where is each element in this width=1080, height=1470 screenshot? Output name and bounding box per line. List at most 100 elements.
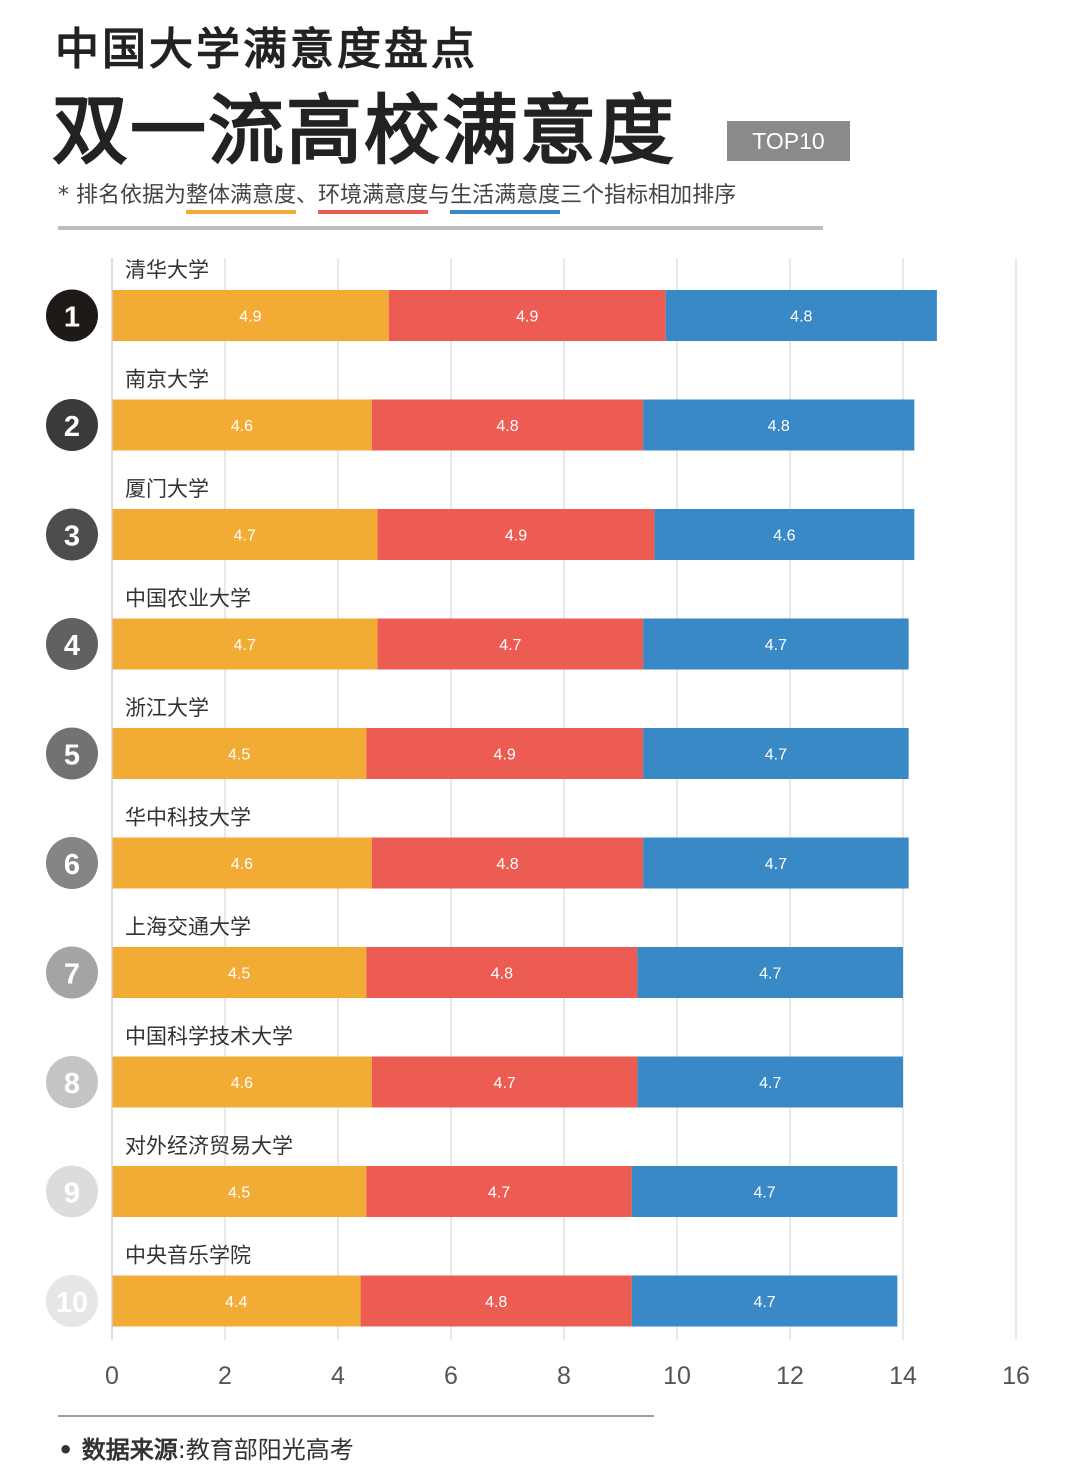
bar-environment (366, 728, 644, 779)
rank-circle (46, 837, 98, 889)
bar-environment (360, 1275, 632, 1327)
data-label-life: 4.7 (753, 1185, 775, 1202)
category-label: 对外经济贸易大学 (125, 1134, 293, 1158)
rank-circle (46, 946, 98, 999)
category-label: 上海交通大学 (125, 915, 251, 939)
rank-circle (46, 508, 98, 561)
data-label-overall: 4.5 (228, 966, 250, 983)
note-sep-2: 与 (428, 183, 451, 208)
bar-environment (366, 1166, 632, 1217)
bar-life (631, 1275, 898, 1327)
ranking-note: * 排名依据为整体满意度、环境满意度与生活满意度三个指标相加排序 (58, 178, 736, 214)
bar-life (665, 290, 937, 341)
x-tick-label: 2 (218, 1362, 232, 1390)
rank-number: 1 (64, 302, 80, 334)
category-label: 厦门大学 (125, 477, 209, 501)
data-label-overall: 4.5 (228, 747, 250, 764)
data-label-life: 4.7 (759, 966, 781, 983)
bar-overall (112, 1056, 372, 1108)
bar-life (643, 728, 909, 779)
data-label-environment: 4.9 (505, 528, 527, 545)
rank-circle (46, 618, 98, 670)
data-label-life: 4.7 (765, 747, 787, 764)
data-label-environment: 4.8 (485, 1294, 507, 1311)
bar-environment (366, 947, 638, 998)
category-label: 南京大学 (125, 368, 209, 392)
data-label-overall: 4.9 (239, 309, 261, 326)
footer-divider (58, 1415, 654, 1417)
x-tick-label: 16 (1002, 1362, 1030, 1390)
header-divider (58, 226, 823, 230)
rank-number: 5 (64, 740, 80, 772)
chart-kicker: 中国大学满意度盘点 (55, 24, 478, 75)
x-tick-label: 8 (557, 1362, 571, 1390)
data-label-life: 4.7 (753, 1294, 775, 1311)
stacked-bar-chart: 清华大学 1 4.9 4.9 4.8 南京大学 2 4.6 4.8 4.8 厦门大学 3 4.7 4.9 4… (46, 258, 1030, 1390)
rank-number: 4 (64, 630, 80, 662)
rank-number: 10 (56, 1287, 88, 1319)
bar-life (637, 1056, 903, 1108)
data-label-overall: 4.6 (231, 1075, 253, 1092)
bar-life (631, 1166, 898, 1217)
chart-title: 双一流高校满意度 (52, 86, 676, 175)
rank-number: 2 (64, 411, 80, 443)
data-label-overall: 4.5 (228, 1185, 250, 1202)
data-label-overall: 4.7 (234, 528, 256, 545)
bar-environment (377, 618, 644, 670)
data-source: • 数据来源:教育部阳光高考 (58, 1430, 354, 1470)
data-label-environment: 4.7 (488, 1185, 510, 1202)
data-label-environment: 4.9 (494, 747, 516, 764)
bar-life (643, 618, 909, 670)
x-tick-label: 0 (105, 1362, 119, 1390)
bar-overall (112, 509, 378, 560)
bar-overall (112, 618, 378, 670)
category-label: 中国科学技术大学 (125, 1025, 293, 1049)
category-label: 浙江大学 (125, 696, 209, 720)
rank-number: 9 (64, 1178, 80, 1210)
rank-circle (46, 399, 98, 451)
rank-circle (46, 727, 98, 780)
rank-number: 8 (64, 1068, 80, 1100)
category-label: 清华大学 (125, 258, 209, 282)
data-label-overall: 4.6 (231, 418, 253, 435)
x-tick-label: 14 (889, 1362, 917, 1390)
data-label-environment: 4.9 (516, 309, 538, 326)
data-label-overall: 4.4 (225, 1294, 247, 1311)
bar-life (637, 947, 903, 998)
rank-number: 7 (64, 959, 80, 991)
rank-circle (46, 1056, 98, 1108)
bar-life (654, 509, 915, 560)
source-separator: : (177, 1436, 186, 1464)
note-environment: 环境满意度 (318, 183, 429, 214)
data-label-environment: 4.7 (499, 637, 521, 654)
bar-environment (388, 290, 666, 341)
bar-overall (112, 399, 372, 451)
bar-overall (112, 728, 367, 779)
x-tick-label: 10 (663, 1362, 691, 1390)
note-suffix: 三个指标相加排序 (560, 183, 737, 208)
rank-circle (46, 289, 98, 342)
x-tick-label: 6 (444, 1362, 458, 1390)
bar-overall (112, 837, 372, 889)
data-label-life: 4.8 (768, 418, 790, 435)
data-label-overall: 4.7 (234, 637, 256, 654)
rank-number: 6 (64, 849, 80, 881)
data-label-life: 4.7 (765, 856, 787, 873)
data-label-life: 4.6 (773, 528, 795, 545)
data-label-life: 4.7 (759, 1075, 781, 1092)
category-label: 中国农业大学 (125, 587, 251, 611)
bar-environment (371, 1056, 638, 1108)
bar-environment (371, 837, 644, 889)
data-label-environment: 4.7 (494, 1075, 516, 1092)
data-label-overall: 4.6 (231, 856, 253, 873)
bar-overall (112, 1275, 361, 1327)
source-value: 教育部阳光高考 (185, 1436, 354, 1464)
data-label-environment: 4.8 (491, 966, 513, 983)
note-life: 生活满意度 (450, 183, 561, 214)
top10-badge: TOP10 (727, 121, 850, 161)
note-overall: 整体满意度 (186, 183, 297, 214)
source-label: • 数据来源 (58, 1436, 178, 1464)
note-sep-1: 、 (296, 183, 319, 208)
bar-environment (377, 509, 655, 560)
rank-circle (46, 1275, 98, 1327)
